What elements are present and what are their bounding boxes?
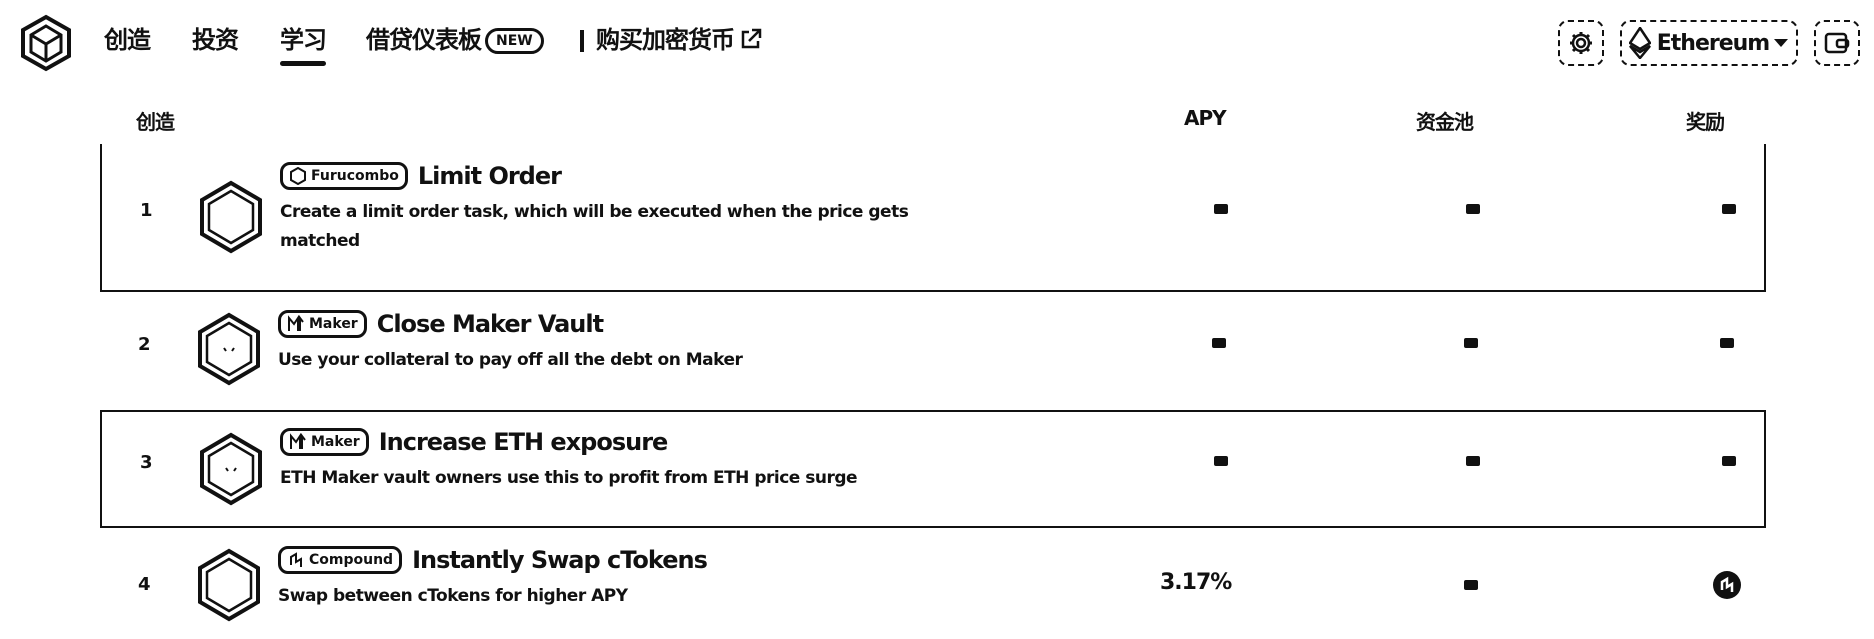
- apy-value: 3.17%: [1160, 570, 1232, 595]
- furucombo-logo-icon[interactable]: [20, 14, 72, 72]
- nav-learn-label: 学习: [280, 26, 327, 54]
- buy-crypto-label: 购买加密货币: [596, 26, 735, 54]
- pool-empty-dash: [1466, 456, 1480, 466]
- protocol-tag: Maker: [280, 428, 369, 456]
- protocol-tag: Furucombo: [280, 162, 408, 190]
- external-link-icon: [741, 28, 762, 49]
- recipe-title-line: Compound Instantly Swap cTokens: [278, 546, 708, 574]
- apy-empty-dash: [1214, 204, 1228, 214]
- maker-icon: [288, 315, 304, 331]
- reward-empty-dash: [1720, 338, 1734, 348]
- nav-create[interactable]: 创造: [104, 26, 151, 54]
- column-header-create: 创造: [136, 110, 175, 134]
- recipe-title[interactable]: Increase ETH exposure: [378, 428, 669, 456]
- top-nav-bar: 创造 投资 学习 借贷仪表板 NEW 购买加密货币 Ethereum: [0, 0, 1874, 86]
- row-rank: 4: [138, 574, 151, 595]
- nav-lending-dashboard[interactable]: 借贷仪表板 NEW: [366, 24, 544, 56]
- settings-button[interactable]: [1558, 20, 1604, 66]
- table-row[interactable]: 1 Furucombo Limit Order Create a limit o…: [100, 144, 1766, 292]
- protocol-name: Compound: [309, 552, 394, 568]
- recipe-title[interactable]: Limit Order: [417, 162, 562, 190]
- recipes-table: 创造 APY 资金池 奖励 1 Furucombo Limit Order Cr…: [100, 98, 1766, 622]
- network-selector[interactable]: Ethereum: [1620, 20, 1798, 66]
- furucombo-icon: [290, 167, 306, 185]
- recipe-description: Create a limit order task, which will be…: [280, 202, 909, 251]
- row-rank: 3: [140, 452, 153, 473]
- nav-invest[interactable]: 投资: [192, 26, 239, 54]
- reward-empty-dash: [1722, 456, 1736, 466]
- gear-icon: [1570, 32, 1592, 54]
- column-header-apy: APY: [1184, 106, 1227, 130]
- protocol-name: Maker: [311, 434, 360, 450]
- protocol-tag: Compound: [278, 546, 403, 574]
- network-name: Ethereum: [1656, 30, 1770, 56]
- protocol-name: Furucombo: [311, 168, 399, 184]
- new-badge: NEW: [485, 28, 544, 54]
- column-header-reward: 奖励: [1686, 110, 1725, 134]
- compound-token-icon: [1713, 571, 1741, 599]
- row-rank: 2: [138, 334, 151, 355]
- nav-buy-crypto[interactable]: 购买加密货币: [596, 24, 762, 56]
- recipe-hex-icon: [200, 432, 262, 506]
- dashboard-label: 借贷仪表板: [366, 26, 482, 54]
- nav-divider: [580, 30, 584, 52]
- column-header-pool: 资金池: [1416, 110, 1474, 134]
- recipe-title-line: Maker Increase ETH exposure: [280, 428, 669, 456]
- compound-icon: [290, 552, 302, 567]
- row-rank: 1: [140, 200, 153, 221]
- recipe-title[interactable]: Instantly Swap cTokens: [412, 546, 708, 574]
- table-row[interactable]: 3 Maker Increase ETH exposure ETH Maker …: [100, 410, 1766, 528]
- table-row[interactable]: 2 Maker Close Maker Vault Use your colla…: [100, 292, 1766, 404]
- ethereum-icon: [1628, 27, 1651, 59]
- recipe-title-line: Furucombo Limit Order: [280, 162, 562, 190]
- wallet-button[interactable]: [1814, 20, 1860, 66]
- table-header: 创造 APY 资金池 奖励: [100, 98, 1766, 146]
- active-tab-underline: [280, 61, 326, 66]
- recipe-hex-icon: [198, 312, 260, 386]
- reward-empty-dash: [1722, 204, 1736, 214]
- recipe-hex-icon: [198, 548, 260, 622]
- maker-icon: [290, 433, 306, 449]
- wallet-icon: [1824, 32, 1850, 54]
- recipe-title-line: Maker Close Maker Vault: [278, 310, 604, 338]
- recipe-description: ETH Maker vault owners use this to profi…: [280, 468, 858, 488]
- pool-empty-dash: [1464, 580, 1478, 590]
- protocol-name: Maker: [309, 316, 358, 332]
- recipe-title[interactable]: Close Maker Vault: [376, 310, 604, 338]
- protocol-tag: Maker: [278, 310, 367, 338]
- apy-empty-dash: [1212, 338, 1226, 348]
- recipe-description: Use your collateral to pay off all the d…: [278, 350, 743, 370]
- recipe-hex-icon: [200, 180, 262, 254]
- recipe-description: Swap between cTokens for higher APY: [278, 586, 628, 606]
- table-row[interactable]: 4 Compound Instantly Swap cTokens Swap b…: [100, 528, 1766, 636]
- pool-empty-dash: [1464, 338, 1478, 348]
- nav-learn[interactable]: 学习: [280, 24, 327, 66]
- apy-empty-dash: [1214, 456, 1228, 466]
- pool-empty-dash: [1466, 204, 1480, 214]
- chevron-down-icon: [1774, 39, 1789, 47]
